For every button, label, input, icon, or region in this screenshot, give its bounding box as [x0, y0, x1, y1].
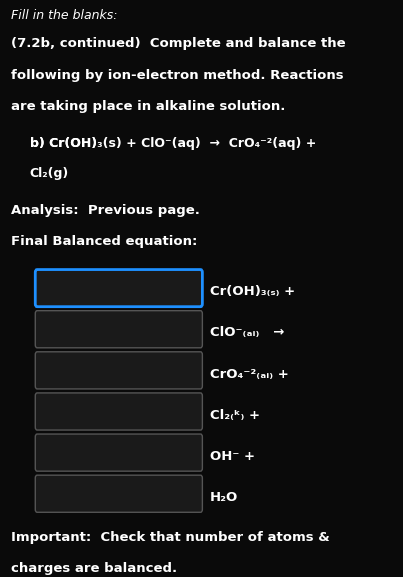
FancyBboxPatch shape [35, 352, 202, 389]
Text: Fill in the blanks:: Fill in the blanks: [11, 9, 118, 21]
Text: CrO₄⁻²₍ₐᵢ₎ +: CrO₄⁻²₍ₐᵢ₎ + [210, 368, 289, 380]
Text: b) Cr(OH)₃(s) + ClO⁻(aq)  →  CrO₄⁻²(aq) +: b) Cr(OH)₃(s) + ClO⁻(aq) → CrO₄⁻²(aq) + [30, 137, 316, 150]
FancyBboxPatch shape [35, 434, 202, 471]
Text: Analysis:  Previous page.: Analysis: Previous page. [11, 204, 200, 217]
Text: charges are balanced.: charges are balanced. [11, 562, 177, 575]
Text: b) Cr(OH): b) Cr(OH) [30, 137, 97, 150]
Text: Cl₂₍ᵏ₎ +: Cl₂₍ᵏ₎ + [210, 409, 260, 422]
FancyBboxPatch shape [35, 269, 202, 307]
FancyBboxPatch shape [35, 310, 202, 348]
Text: following by ion-electron method. Reactions: following by ion-electron method. Reacti… [11, 69, 344, 81]
FancyBboxPatch shape [35, 475, 202, 512]
Text: Cl₂(g): Cl₂(g) [30, 167, 69, 180]
Text: OH⁻ +: OH⁻ + [210, 449, 255, 463]
Text: Final Balanced equation:: Final Balanced equation: [11, 235, 197, 248]
Text: ClO⁻₍ₐᵢ₎   →: ClO⁻₍ₐᵢ₎ → [210, 327, 284, 339]
Text: H₂O: H₂O [210, 491, 238, 504]
Text: (7.2b, continued)  Complete and balance the: (7.2b, continued) Complete and balance t… [11, 37, 346, 50]
Text: Cr(OH)₃₍ₛ₎ +: Cr(OH)₃₍ₛ₎ + [210, 285, 295, 298]
Text: are taking place in alkaline solution.: are taking place in alkaline solution. [11, 100, 285, 113]
FancyBboxPatch shape [35, 393, 202, 430]
Text: Important:  Check that number of atoms &: Important: Check that number of atoms & [11, 531, 330, 544]
